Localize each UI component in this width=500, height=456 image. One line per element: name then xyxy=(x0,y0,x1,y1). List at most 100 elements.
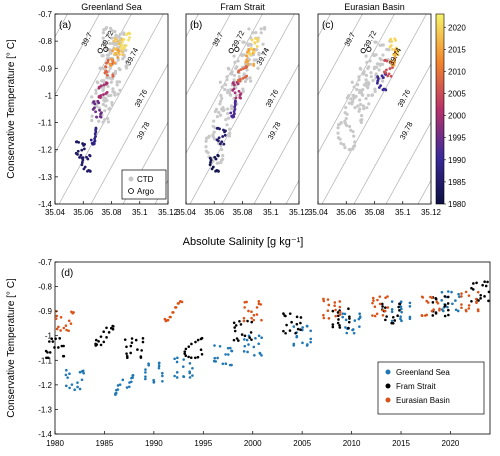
timeseries-point xyxy=(189,356,193,360)
timeseries-point xyxy=(213,344,216,347)
ctd-point xyxy=(206,151,210,155)
ctd-point xyxy=(229,104,234,108)
timeseries-point xyxy=(194,340,197,344)
isopycnal-line xyxy=(186,14,231,96)
ctd-point xyxy=(220,148,224,152)
timeseries-point xyxy=(161,374,164,378)
ctd-point xyxy=(338,137,342,141)
timeseries-point xyxy=(464,290,468,294)
ts-x-tick-label: 2005 xyxy=(293,439,311,448)
year-colored-point xyxy=(79,153,83,157)
colorbar-tick-label: 2020 xyxy=(448,23,466,32)
timeseries-point xyxy=(467,294,471,297)
ctd-point xyxy=(225,75,229,79)
timeseries-point xyxy=(72,311,75,314)
legend-argo-label: Argo xyxy=(137,187,154,196)
timeseries-point xyxy=(390,310,394,314)
timeseries-point xyxy=(333,301,337,304)
year-colored-point xyxy=(385,59,389,63)
timeseries-point xyxy=(253,353,256,357)
year-colored-point xyxy=(106,58,110,62)
ctd-point xyxy=(246,42,250,46)
ctd-point xyxy=(351,93,355,98)
timeseries-point xyxy=(123,338,127,341)
argo-point xyxy=(103,46,109,52)
timeseries-point xyxy=(233,326,236,329)
ctd-point xyxy=(107,94,111,98)
legend-argo-marker xyxy=(128,188,134,194)
timeseries-point xyxy=(59,329,62,332)
timeseries-point xyxy=(440,308,444,311)
timeseries-point xyxy=(111,324,114,328)
isopycnal-label: 39.7 xyxy=(79,31,94,48)
ts-y-tick-label: -0.8 xyxy=(38,283,52,292)
ctd-point xyxy=(347,148,351,152)
year-colored-point xyxy=(127,38,130,42)
timeseries-point xyxy=(44,349,48,353)
ctd-point xyxy=(103,118,107,122)
year-colored-point xyxy=(76,149,80,153)
ctd-point xyxy=(373,87,377,91)
timeseries-point xyxy=(430,296,434,300)
ctd-point xyxy=(381,79,385,83)
ctd-point xyxy=(349,128,353,132)
year-colored-point xyxy=(98,108,101,112)
timeseries-point xyxy=(309,329,312,333)
year-colored-point xyxy=(238,93,242,97)
timeseries-point xyxy=(227,353,230,356)
ctd-point xyxy=(364,54,368,58)
timeseries-point xyxy=(252,345,256,349)
year-colored-point xyxy=(128,36,131,39)
ctd-point xyxy=(351,99,355,103)
timeseries-point xyxy=(73,388,76,392)
timeseries-point xyxy=(177,302,180,305)
ctd-point xyxy=(247,27,251,31)
timeseries-point xyxy=(386,295,389,298)
year-colored-point xyxy=(236,82,240,86)
timeseries-point xyxy=(470,299,473,303)
timeseries-point xyxy=(213,356,217,360)
timeseries-point xyxy=(431,301,435,304)
year-colored-point xyxy=(98,115,102,118)
timeseries-point xyxy=(347,307,350,310)
argo-point xyxy=(234,46,240,52)
ctd-point xyxy=(96,81,100,85)
timeseries-point xyxy=(246,319,249,323)
timeseries-point xyxy=(125,352,128,355)
timeseries-point xyxy=(372,299,375,302)
timeseries-point xyxy=(184,354,188,357)
timeseries-point xyxy=(139,355,143,358)
isopycnal-line xyxy=(186,14,263,154)
timeseries-point xyxy=(80,378,84,382)
x-tick-label: 35.12 xyxy=(289,208,310,217)
ctd-point xyxy=(369,71,373,75)
year-colored-point xyxy=(244,60,248,64)
bottom-panel: 1980 1985 1990 1995 2000 2005 2010 2015 2020 -0.7… xyxy=(6,258,491,448)
timeseries-point xyxy=(140,349,143,352)
timeseries-point xyxy=(343,312,347,316)
year-colored-point xyxy=(77,140,81,144)
ctd-point xyxy=(219,99,223,103)
timeseries-point xyxy=(221,362,225,366)
timeseries-point xyxy=(70,383,74,386)
timeseries-point xyxy=(232,321,236,325)
timeseries-point xyxy=(144,377,147,381)
timeseries-point xyxy=(247,309,250,313)
timeseries-point xyxy=(295,335,299,339)
year-colored-point xyxy=(113,61,117,65)
ctd-point xyxy=(380,62,385,66)
colorbar-tick-label: 2015 xyxy=(448,45,466,54)
ctd-point xyxy=(259,27,263,31)
timeseries-point xyxy=(344,318,348,322)
x-tick-label: 35.06 xyxy=(204,208,225,217)
timeseries-point xyxy=(129,351,132,355)
panel-label-a: (a) xyxy=(59,20,71,31)
year-colored-point xyxy=(237,89,241,93)
isopycnal-line xyxy=(450,14,500,204)
year-colored-point xyxy=(112,39,116,43)
year-colored-point xyxy=(125,33,128,37)
colorbar-tick-label: 1985 xyxy=(448,178,466,187)
timeseries-point xyxy=(443,314,447,318)
timeseries-point xyxy=(45,356,48,360)
ctd-point xyxy=(256,66,260,70)
